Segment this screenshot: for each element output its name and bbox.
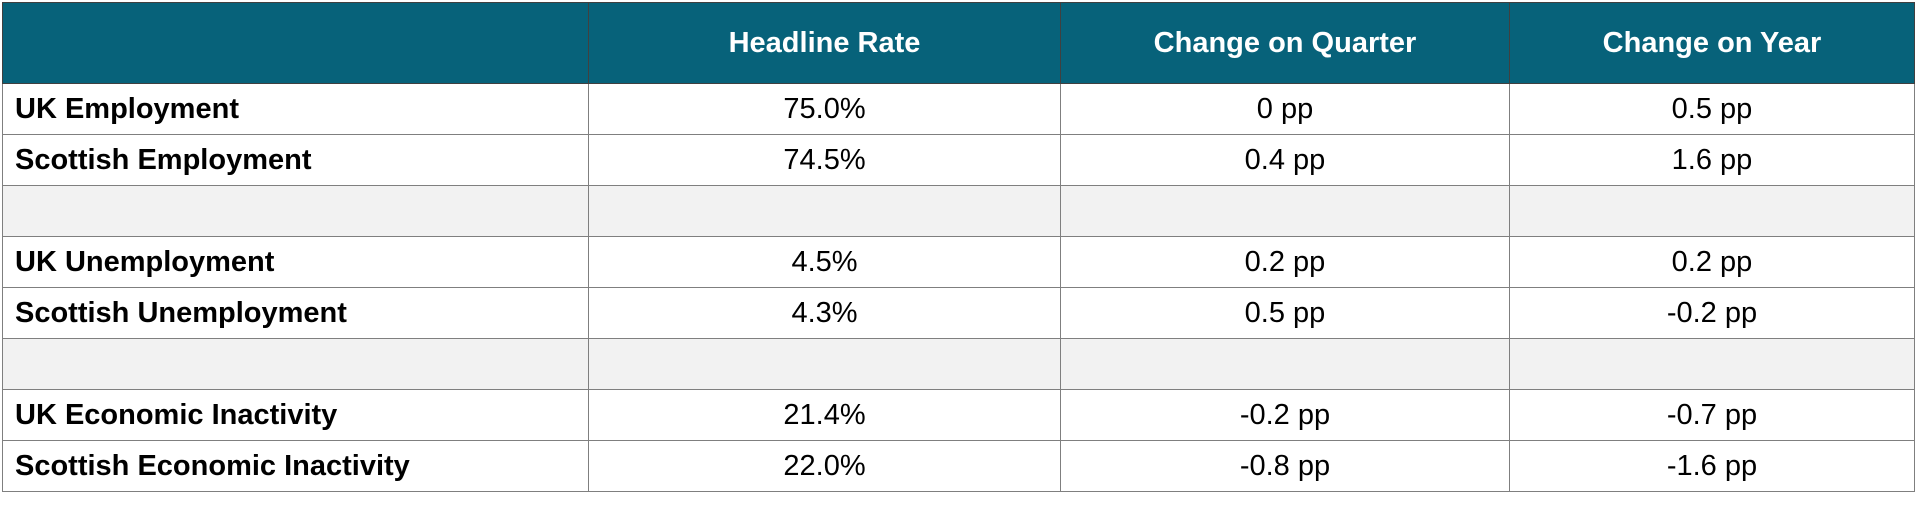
cell-value: 0.5 pp [1060,287,1510,339]
data-row: UK Unemployment 4.5% 0.2 pp 0.2 pp [2,236,1915,288]
spacer-cell [588,338,1061,390]
cell-value: 4.5% [588,236,1061,288]
data-row: UK Employment 75.0% 0 pp 0.5 pp [2,83,1915,135]
cell-value: -1.6 pp [1509,440,1915,492]
data-row: Scottish Employment 74.5% 0.4 pp 1.6 pp [2,134,1915,186]
header-cell [2,2,589,84]
row-label: UK Economic Inactivity [2,389,589,441]
data-row: Scottish Economic Inactivity 22.0% -0.8 pp… [2,440,1915,492]
cell-value: 21.4% [588,389,1061,441]
row-label: UK Unemployment [2,236,589,288]
cell-value: 4.3% [588,287,1061,339]
spacer-cell [1509,338,1915,390]
cell-value: 74.5% [588,134,1061,186]
data-row: Scottish Unemployment 4.3% 0.5 pp -0.2 pp [2,287,1915,339]
cell-value: -0.7 pp [1509,389,1915,441]
cell-value: 0 pp [1060,83,1510,135]
cell-value: -0.8 pp [1060,440,1510,492]
spacer-cell [1509,185,1915,237]
cell-value: 0.2 pp [1060,236,1510,288]
spacer-cell [588,185,1061,237]
table-body: UK Employment 75.0% 0 pp 0.5 pp Scottish Emp… [2,83,1915,492]
spacer-row [2,185,1915,237]
row-label: Scottish Unemployment [2,287,589,339]
cell-value: 0.5 pp [1509,83,1915,135]
cell-value: 22.0% [588,440,1061,492]
spacer-cell [2,338,589,390]
data-row: UK Economic Inactivity 21.4% -0.2 pp -0.7 p… [2,389,1915,441]
cell-value: 0.4 pp [1060,134,1510,186]
header-cell: Change on Year [1509,2,1915,84]
header-cell: Change on Quarter [1060,2,1510,84]
spacer-cell [2,185,589,237]
row-label: Scottish Employment [2,134,589,186]
row-label: Scottish Economic Inactivity [2,440,589,492]
cell-value: -0.2 pp [1060,389,1510,441]
cell-value: -0.2 pp [1509,287,1915,339]
cell-value: 0.2 pp [1509,236,1915,288]
cell-value: 75.0% [588,83,1061,135]
row-label: UK Employment [2,83,589,135]
spacer-cell [1060,338,1510,390]
spacer-cell [1060,185,1510,237]
cell-value: 1.6 pp [1509,134,1915,186]
spacer-row [2,338,1915,390]
labour-market-table: Headline Rate Change on Quarter Change on … [2,2,1915,492]
header-row: Headline Rate Change on Quarter Change on … [2,2,1915,84]
header-cell: Headline Rate [588,2,1061,84]
